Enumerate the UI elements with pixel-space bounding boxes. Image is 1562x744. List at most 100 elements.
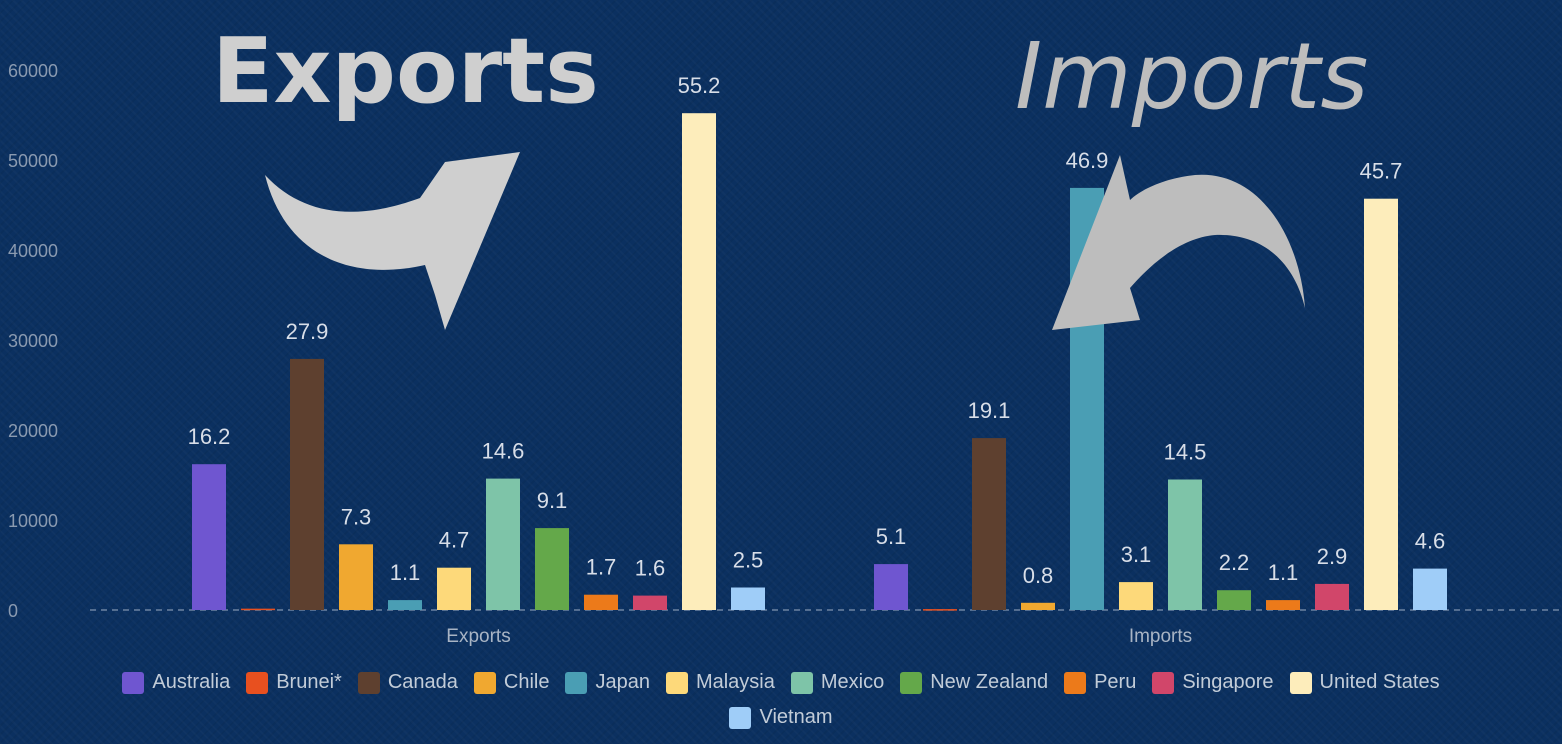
bar-brunei--exports[interactable] bbox=[241, 608, 275, 611]
legend-swatch bbox=[729, 706, 752, 729]
legend: Australia Brunei* Canada Chile Japan Malaysia… bbox=[80, 671, 1482, 729]
data-label: 19.1 bbox=[968, 398, 1011, 423]
exports-banner: Exports bbox=[212, 19, 599, 124]
legend-swatch bbox=[1064, 671, 1087, 694]
data-label: 1.1 bbox=[1268, 560, 1299, 585]
legend-item[interactable]: Vietnam bbox=[729, 706, 833, 729]
data-label: 27.9 bbox=[286, 319, 329, 344]
bar-united-states-imports[interactable] bbox=[1364, 198, 1398, 610]
arrow-exports-icon bbox=[265, 152, 520, 330]
bar-peru-imports[interactable] bbox=[1266, 600, 1300, 610]
legend-swatch bbox=[665, 671, 688, 694]
legend-label: Brunei* bbox=[276, 671, 342, 693]
legend-item[interactable]: Canada bbox=[357, 671, 458, 694]
legend-item[interactable]: Singapore bbox=[1152, 671, 1274, 694]
bar-united-states-exports[interactable] bbox=[682, 113, 716, 610]
y-tick-label: 20000 bbox=[8, 421, 58, 441]
bar-singapore-exports[interactable] bbox=[633, 595, 667, 610]
bar-malaysia-imports[interactable] bbox=[1119, 582, 1153, 610]
legend-swatch bbox=[246, 671, 269, 694]
data-label: 2.2 bbox=[1219, 550, 1250, 575]
legend-swatch bbox=[790, 671, 813, 694]
legend-label: United States bbox=[1319, 671, 1440, 693]
bar-brunei--imports[interactable] bbox=[923, 609, 957, 611]
bar-vietnam-exports[interactable] bbox=[731, 587, 765, 611]
legend-item[interactable]: Mexico bbox=[790, 671, 885, 694]
bar-singapore-imports[interactable] bbox=[1315, 583, 1349, 610]
imports-banner: Imports bbox=[1015, 23, 1368, 130]
legend-swatch bbox=[357, 671, 380, 694]
data-label: 2.9 bbox=[1317, 544, 1348, 569]
data-label: 5.1 bbox=[876, 524, 907, 549]
legend-item[interactable]: New Zealand bbox=[900, 671, 1048, 694]
legend-item[interactable]: Chile bbox=[473, 671, 550, 694]
y-tick-label: 60000 bbox=[8, 61, 58, 81]
legend-label: Australia bbox=[152, 671, 231, 693]
bar-mexico-exports[interactable] bbox=[486, 478, 520, 610]
bar-chile-exports[interactable] bbox=[339, 544, 373, 610]
bar-canada-imports[interactable] bbox=[972, 438, 1006, 610]
legend-swatch bbox=[122, 671, 145, 694]
legend-label: Singapore bbox=[1182, 671, 1274, 693]
legend-label: Peru bbox=[1094, 671, 1137, 693]
data-label: 14.6 bbox=[482, 439, 525, 464]
x-category-label: Imports bbox=[1129, 626, 1192, 647]
data-label: 55.2 bbox=[678, 73, 721, 98]
legend-swatch bbox=[1152, 671, 1175, 694]
legend-item[interactable]: Malaysia bbox=[665, 671, 775, 694]
bar-australia-exports[interactable] bbox=[192, 464, 226, 610]
legend-label: Malaysia bbox=[695, 671, 775, 693]
legend-item[interactable]: United States bbox=[1289, 671, 1440, 694]
y-tick-label: 50000 bbox=[8, 151, 58, 171]
bar-new-zealand-imports[interactable] bbox=[1217, 590, 1251, 610]
data-label: 4.7 bbox=[439, 528, 470, 553]
legend-swatch bbox=[900, 671, 923, 694]
bar-mexico-imports[interactable] bbox=[1168, 479, 1202, 611]
bar-chile-imports[interactable] bbox=[1021, 602, 1055, 610]
legend-item[interactable]: Australia bbox=[122, 671, 230, 694]
legend-label: Canada bbox=[387, 671, 458, 693]
legend-swatch bbox=[1289, 671, 1312, 694]
legend-item[interactable]: Japan bbox=[565, 671, 650, 694]
data-label: 7.3 bbox=[341, 504, 372, 529]
legend-swatch bbox=[565, 671, 588, 694]
data-label: 14.5 bbox=[1164, 440, 1207, 465]
data-label: 0.8 bbox=[1023, 563, 1054, 588]
group-labels: Exports Imports bbox=[446, 626, 1192, 647]
legend-label: Mexico bbox=[820, 671, 885, 693]
legend-swatch bbox=[473, 671, 496, 694]
y-axis: 0 10000 20000 30000 40000 50000 60000 bbox=[8, 61, 58, 621]
legend-label: Chile bbox=[503, 671, 550, 693]
bars bbox=[192, 113, 1447, 611]
bar-new-zealand-exports[interactable] bbox=[535, 528, 569, 610]
data-label: 1.7 bbox=[586, 555, 617, 580]
bar-canada-exports[interactable] bbox=[290, 358, 324, 610]
bar-australia-imports[interactable] bbox=[874, 564, 908, 610]
data-label: 16.2 bbox=[188, 424, 231, 449]
data-label: 9.1 bbox=[537, 488, 568, 513]
y-tick-label: 30000 bbox=[8, 331, 58, 351]
data-label: 4.6 bbox=[1415, 529, 1446, 554]
data-label: 2.5 bbox=[733, 548, 764, 573]
data-label: 1.6 bbox=[635, 556, 666, 581]
legend-item[interactable]: Brunei* bbox=[246, 671, 342, 694]
bar-peru-exports[interactable] bbox=[584, 594, 618, 610]
data-label: 45.7 bbox=[1360, 159, 1403, 184]
legend-label: Vietnam bbox=[759, 706, 833, 728]
bar-japan-exports[interactable] bbox=[388, 600, 422, 610]
y-tick-label: 10000 bbox=[8, 511, 58, 531]
data-labels: 16.2 5.1 27.9 19.1 7.3 0.8 1.1 46.9 4.7 3.1 14.6 14… bbox=[188, 73, 1446, 588]
bar-vietnam-imports[interactable] bbox=[1413, 568, 1447, 610]
legend-label: Japan bbox=[595, 671, 650, 693]
data-label: 46.9 bbox=[1066, 148, 1109, 173]
x-category-label: Exports bbox=[446, 626, 510, 647]
y-tick-label: 0 bbox=[8, 601, 18, 621]
legend-label: New Zealand bbox=[930, 671, 1049, 693]
legend-item[interactable]: Peru bbox=[1064, 671, 1136, 694]
bar-malaysia-exports[interactable] bbox=[437, 567, 471, 610]
y-tick-label: 40000 bbox=[8, 241, 58, 261]
data-label: 3.1 bbox=[1121, 542, 1152, 567]
arrow-imports-icon bbox=[1052, 155, 1305, 330]
data-label: 1.1 bbox=[390, 560, 421, 585]
